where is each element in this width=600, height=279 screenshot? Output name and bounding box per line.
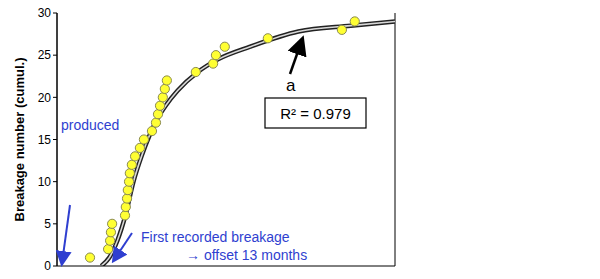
svg-text:→ offset 13 months: → offset 13 months bbox=[186, 247, 307, 263]
svg-text:0: 0 bbox=[44, 259, 51, 273]
svg-text:produced: produced bbox=[61, 117, 119, 133]
svg-text:a: a bbox=[286, 76, 296, 95]
svg-text:15: 15 bbox=[38, 133, 52, 147]
svg-text:First recorded breakage: First recorded breakage bbox=[141, 229, 290, 245]
svg-text:5: 5 bbox=[44, 217, 51, 231]
svg-text:20: 20 bbox=[38, 91, 52, 105]
svg-text:25: 25 bbox=[38, 48, 52, 62]
svg-text:10: 10 bbox=[38, 175, 52, 189]
svg-text:R² = 0.979: R² = 0.979 bbox=[280, 105, 350, 122]
svg-text:Breakage number (cumul.): Breakage number (cumul.) bbox=[12, 58, 27, 222]
svg-text:30: 30 bbox=[38, 6, 52, 20]
